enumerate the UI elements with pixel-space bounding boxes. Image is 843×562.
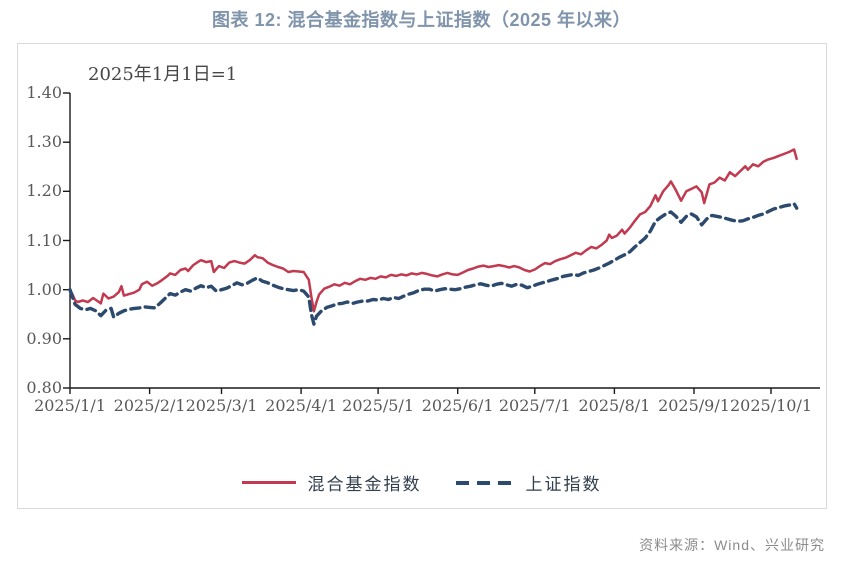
data-source-note: 资料来源：Wind、兴业研究	[639, 537, 825, 553]
y-tick-label: 1.40	[26, 83, 62, 102]
x-tick-label: 2025/6/1	[421, 396, 494, 415]
y-tick-label: 1.00	[26, 279, 62, 299]
base-date-annotation: 2025年1月1日=1	[88, 64, 238, 85]
chart-frame	[17, 43, 827, 509]
legend-label-fund-index: 混合基金指数	[307, 475, 422, 495]
x-tick-label: 2025/7/1	[498, 396, 571, 415]
legend-item-sse-index: 上证指数	[455, 470, 602, 495]
y-tick-label: 1.30	[26, 132, 62, 152]
x-tick-label: 2025/1/1	[34, 396, 106, 415]
x-tick-label: 2025/10/1	[729, 396, 813, 415]
fund-index-line-swatch	[241, 481, 296, 484]
x-tick-label: 2025/8/1	[578, 396, 651, 415]
legend-item-fund-index: 混合基金指数	[241, 470, 422, 495]
sse-index-line	[68, 201, 799, 326]
x-tick-label: 2025/5/1	[342, 396, 415, 415]
fund-index-line	[68, 148, 798, 313]
y-tick-label: 0.80	[26, 378, 62, 397]
chart-title: 图表 12: 混合基金指数与上证指数（2025 年以来）	[211, 10, 632, 30]
legend-label-sse-index: 上证指数	[525, 475, 602, 495]
y-tick-label: 0.90	[26, 328, 62, 348]
x-tick-label: 2025/2/1	[113, 396, 186, 415]
y-tick-label: 1.20	[26, 181, 62, 201]
sse-index-line-swatch	[455, 480, 514, 485]
x-tick-label: 2025/4/1	[265, 396, 338, 415]
y-tick-label: 1.10	[26, 230, 62, 250]
chart-legend: 混合基金指数 上证指数	[0, 470, 843, 495]
x-tick-label: 2025/9/1	[658, 396, 730, 415]
x-tick-label: 2025/3/1	[185, 396, 258, 415]
